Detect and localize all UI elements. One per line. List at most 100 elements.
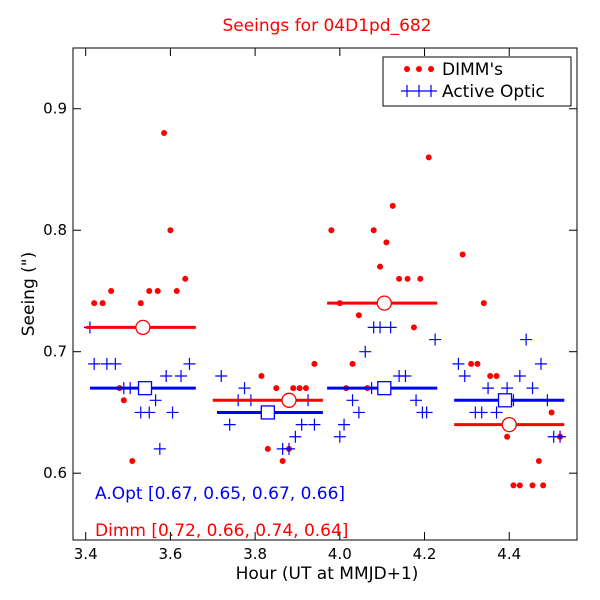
active-optic-point — [410, 394, 423, 407]
y-axis-label: Seeing (") — [19, 252, 39, 337]
dimm-point — [425, 154, 432, 161]
dimm-median-marker — [376, 295, 392, 311]
dimm-point — [99, 300, 106, 307]
active-optic-median-marker — [497, 393, 513, 408]
active-optic-point — [520, 333, 533, 346]
dimm-point — [410, 324, 417, 331]
active-optic-point — [295, 418, 308, 431]
legend-label-active-optic: Active Optic — [442, 82, 545, 102]
dimm-point — [540, 482, 547, 489]
active-optic-point — [352, 406, 365, 419]
dimm-point — [264, 445, 271, 452]
dimm-point — [504, 433, 511, 440]
dimm-point — [383, 239, 390, 246]
active-optic-point — [238, 382, 251, 395]
active-optic-point — [420, 406, 433, 419]
active-optic-point — [359, 345, 372, 358]
active-optic-point — [535, 357, 547, 370]
active-optic-point — [149, 394, 162, 407]
dimm-point — [370, 227, 377, 234]
active-optic-point — [452, 357, 465, 370]
dimm-point — [120, 397, 127, 404]
x-tick-label: 4.2 — [413, 545, 437, 563]
dimm-point — [129, 458, 136, 465]
active-optic-point — [308, 418, 321, 431]
active-optic-point — [183, 357, 196, 370]
dimm-point — [377, 263, 384, 270]
dimm-point — [146, 287, 153, 294]
chart-title: Seeings for 04D1pd_682 — [222, 16, 431, 36]
active-optic-point — [160, 370, 173, 382]
annotation-dimm: Dimm [0.72, 0.66, 0.74, 0.64] — [95, 521, 348, 541]
legend-dimm-marker — [416, 66, 422, 72]
dimm-point — [290, 385, 297, 392]
dimm-point — [529, 482, 536, 489]
active-optic-point — [458, 370, 471, 382]
annotation-aopt: A.Opt [0.67, 0.65, 0.67, 0.66] — [95, 484, 345, 504]
active-optic-point — [475, 406, 488, 419]
dimm-point — [108, 287, 115, 294]
legend-active-optic-marker — [425, 85, 437, 97]
dimm-point — [273, 385, 280, 392]
dimm-point — [493, 373, 500, 379]
active-optic-point — [333, 430, 346, 443]
dimm-point — [468, 360, 475, 367]
dimm-point — [480, 300, 487, 307]
dimm-point — [311, 360, 318, 367]
active-optic-point — [482, 382, 495, 395]
active-optic-point — [374, 321, 387, 334]
dimm-point — [137, 300, 144, 307]
active-optic-point — [526, 382, 539, 395]
legend-dimm-marker — [404, 66, 410, 72]
active-optic-point — [109, 357, 122, 370]
dimm-point — [389, 202, 396, 209]
dimm-point — [258, 373, 265, 379]
dimm-point — [167, 227, 174, 234]
x-tick-label: 4.0 — [328, 545, 352, 563]
dimm-point — [510, 482, 517, 489]
dimm-point — [328, 227, 335, 234]
active-optic-point — [283, 442, 295, 455]
dimm-point — [404, 275, 411, 282]
median-markers — [85, 295, 565, 433]
active-optic-point — [338, 418, 351, 431]
dimm-point — [279, 458, 286, 465]
series-dimm — [91, 130, 564, 489]
dimm-point — [459, 251, 466, 258]
dimm-point — [487, 373, 494, 379]
active-optic-point — [215, 370, 228, 382]
legend-active-optic-marker — [413, 85, 425, 97]
active-optic-point — [384, 321, 397, 334]
legend-dimm-marker — [428, 66, 434, 72]
dimm-point — [417, 275, 424, 282]
active-optic-point — [143, 406, 156, 419]
dimm-point — [355, 312, 362, 319]
legend: DIMM's Active Optic — [382, 56, 572, 107]
active-optic-median-marker — [377, 380, 392, 396]
dimm-point — [182, 275, 189, 282]
active-optic-point — [166, 406, 179, 419]
legend-box — [382, 56, 572, 107]
active-optic-median-marker — [137, 380, 153, 396]
active-optic-point — [153, 442, 166, 455]
x-tick-label: 3.6 — [158, 545, 182, 563]
active-optic-point — [289, 430, 302, 443]
active-optic-point — [88, 357, 101, 370]
y-tick-label: 0.8 — [43, 221, 67, 239]
dimm-median-marker — [281, 392, 297, 408]
x-axis-label: Hour (UT at MMJD+1) — [236, 564, 419, 584]
series-active-optic — [83, 321, 567, 455]
active-optic-point — [490, 406, 503, 419]
y-tick-label: 0.6 — [43, 464, 67, 482]
dimm-point — [535, 458, 542, 465]
active-optic-point — [554, 430, 567, 443]
dimm-point — [396, 275, 403, 282]
active-optic-median-marker — [260, 405, 275, 420]
dimm-point — [296, 385, 303, 392]
active-optic-point — [399, 370, 412, 382]
dimm-point — [173, 287, 180, 294]
dimm-point — [474, 360, 481, 367]
legend-label-dimm: DIMM's — [442, 60, 503, 80]
dimm-point — [91, 300, 98, 307]
